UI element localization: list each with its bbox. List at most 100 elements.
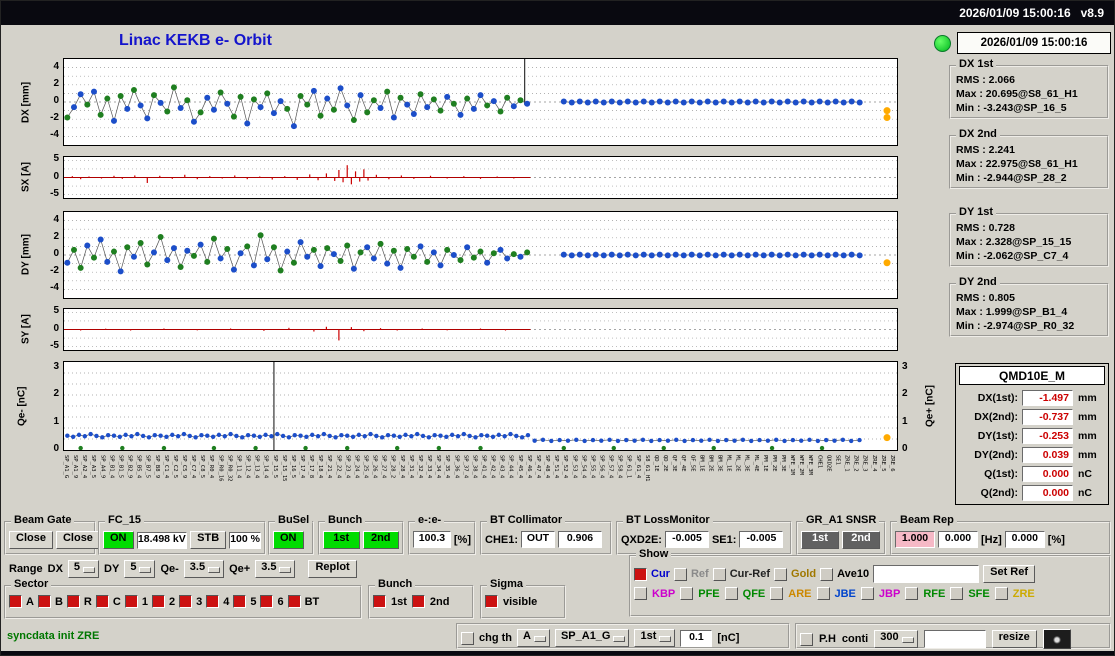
show-are-checkbox[interactable] — [770, 587, 784, 600]
sector-5-checkbox[interactable] — [233, 595, 247, 608]
sector-c-checkbox[interactable] — [95, 595, 109, 608]
sector-2-checkbox[interactable] — [151, 595, 165, 608]
qe-plus-axis-label: Qe+ [nC] — [924, 385, 936, 427]
resize-button[interactable]: resize — [991, 630, 1037, 648]
stat-max: Max : 22.975@S8_61_H1 — [956, 158, 1078, 170]
bt-collimator-frame: BT Collimator CHE1: OUT 0.906 — [480, 515, 612, 555]
show-pfe-checkbox[interactable] — [680, 587, 694, 600]
che1-label: CHE1: — [485, 533, 519, 546]
bpm-name-label: SP_52_4 — [562, 455, 569, 479]
range-dy-select[interactable]: 5 — [124, 560, 156, 578]
dy-tick-label: 2 — [53, 230, 59, 242]
bpm-name-label: ML_4E — [752, 455, 759, 472]
sector-r-checkbox[interactable] — [66, 595, 80, 608]
show-ave10-checkbox[interactable] — [820, 567, 834, 581]
show-ref-checkbox[interactable] — [673, 567, 687, 581]
show-kbp-checkbox[interactable] — [634, 587, 647, 600]
bpm-name-label: SP_54_4 — [580, 455, 587, 479]
beam-rep-frame: Beam Rep 1.000 0.000 [Hz] 0.000 [%] — [890, 515, 1111, 555]
qmd-row-value: -1.497 — [1022, 389, 1073, 406]
bpm-name-label: ZRE_4 — [870, 455, 877, 472]
bpm-name-label: SP_17_8 — [308, 455, 315, 479]
sector-4-checkbox[interactable] — [206, 595, 220, 608]
show-gold-checkbox[interactable] — [774, 567, 788, 581]
bpm-name-label: SP_17_4 — [298, 455, 305, 479]
beam-rep-pct-unit: [%] — [1047, 533, 1065, 546]
show-cur-checkbox[interactable] — [634, 567, 647, 581]
bpm-name-label: SP_B7_5 — [144, 455, 151, 479]
se1-value: -0.005 — [739, 531, 784, 548]
range-qe-plus-select[interactable]: 3.5 — [255, 560, 296, 578]
sector-bt-checkbox[interactable] — [287, 595, 301, 608]
sigma-visible-checkbox[interactable] — [485, 595, 498, 608]
bpm-name-label: SP_33_4 — [426, 455, 433, 479]
range-dx-select[interactable]: 5 — [67, 560, 100, 578]
bunch-2nd-checkbox[interactable] — [411, 595, 425, 608]
camera-icon[interactable] — [1042, 629, 1071, 649]
range-bar: Range DX 5 DY 5 Qe- 3.5 Qe+ 3.5 Replot — [9, 559, 357, 579]
qe-right-tick-label: 1 — [902, 415, 908, 427]
show-cur-ref-checkbox[interactable] — [712, 567, 726, 581]
bunch-1st-button[interactable]: 1st — [323, 531, 360, 549]
sy-tick-label: -5 — [50, 339, 59, 351]
dx-tick-label: 0 — [53, 95, 59, 106]
show-rfe-label: RFE — [923, 587, 946, 600]
beam-gate-close-a-button[interactable]: Close — [9, 531, 53, 549]
fc15-on-button[interactable]: ON — [103, 531, 134, 549]
window-titlebar: 2026/01/09 15:00:16 v8.9 — [1, 1, 1114, 25]
dx-orbit-plot — [63, 58, 898, 146]
bpm-name-label: SE1 — [834, 455, 841, 465]
bpm-select[interactable]: SP_A1_G — [554, 629, 630, 647]
bunch-1st-checkbox[interactable] — [373, 595, 386, 608]
dx-tick-label: 4 — [53, 60, 59, 72]
bpm-name-label: WFE_3M — [807, 455, 814, 475]
replot-button[interactable]: Replot — [308, 560, 357, 578]
dy-orbit-plot — [63, 211, 898, 299]
sector-6-checkbox[interactable] — [260, 595, 274, 608]
stat-max: Max : 1.999@SP_B1_4 — [956, 306, 1068, 318]
show-jbe-checkbox[interactable] — [816, 587, 830, 600]
qmd-row-value: 0.039 — [1022, 446, 1073, 463]
threshold-value[interactable]: 0.1 — [680, 629, 713, 647]
sector-b-checkbox[interactable] — [37, 595, 51, 608]
fc15-stb-button[interactable]: STB — [190, 531, 227, 549]
count-input[interactable] — [923, 630, 986, 648]
bpm-name-label: SP_27_4 — [380, 455, 387, 479]
bpm-name-label: WFE_2M — [798, 455, 805, 475]
qe-tick-label: 3 — [53, 360, 59, 372]
sector-1-checkbox[interactable] — [124, 595, 138, 608]
bpm-name-label: SP_26_4 — [371, 455, 378, 479]
chg-th-checkbox[interactable] — [461, 631, 474, 645]
bpm-name-label: SP_R0_32 — [226, 455, 233, 482]
bpm-name-label: ZRE_3 — [861, 455, 868, 472]
show-jbp-checkbox[interactable] — [860, 587, 874, 600]
show-zre-checkbox[interactable] — [994, 587, 1008, 600]
show-rfe-checkbox[interactable] — [905, 587, 919, 600]
bpm-name-label: SP_43_4 — [498, 455, 505, 479]
interval-select[interactable]: 300 — [874, 630, 918, 648]
range-qe-minus-select[interactable]: 3.5 — [183, 560, 225, 578]
bpm-name-label: QF_4E — [680, 455, 687, 472]
busel-on-button[interactable]: ON — [273, 531, 304, 549]
sector-3-checkbox[interactable] — [179, 595, 193, 608]
show-ave10-label: Ave10 — [837, 568, 870, 580]
ref-name-input[interactable] — [873, 565, 980, 583]
conti-toggle[interactable]: conti — [841, 633, 869, 645]
bpm-name-label: SP_61_4 — [634, 455, 641, 479]
sector-a-checkbox[interactable] — [9, 595, 22, 608]
show-sfe-checkbox[interactable] — [950, 587, 964, 600]
beam-gate-close-b-button[interactable]: Close — [55, 531, 100, 549]
bpm-name-label: SP_A2_4 — [81, 455, 88, 479]
bunch-select[interactable]: 1st — [634, 629, 676, 647]
sector-select[interactable]: A — [517, 629, 550, 647]
bpm-name-label: PM_3E — [780, 455, 786, 472]
ee-ratio-frame: e-:e- 100.3 [%] — [408, 515, 476, 555]
titlebar-datetime-version: 2026/01/09 15:00:16 v8.9 — [959, 6, 1104, 20]
gr-1st-button[interactable]: 1st — [801, 531, 839, 549]
set-ref-button[interactable]: Set Ref — [983, 565, 1036, 583]
ph-checkbox[interactable] — [800, 632, 813, 646]
gr-2nd-button[interactable]: 2nd — [842, 531, 880, 549]
bunch-2nd-button[interactable]: 2nd — [362, 531, 399, 549]
show-qfe-checkbox[interactable] — [724, 587, 738, 600]
qxd2e-value: -0.005 — [664, 531, 709, 548]
